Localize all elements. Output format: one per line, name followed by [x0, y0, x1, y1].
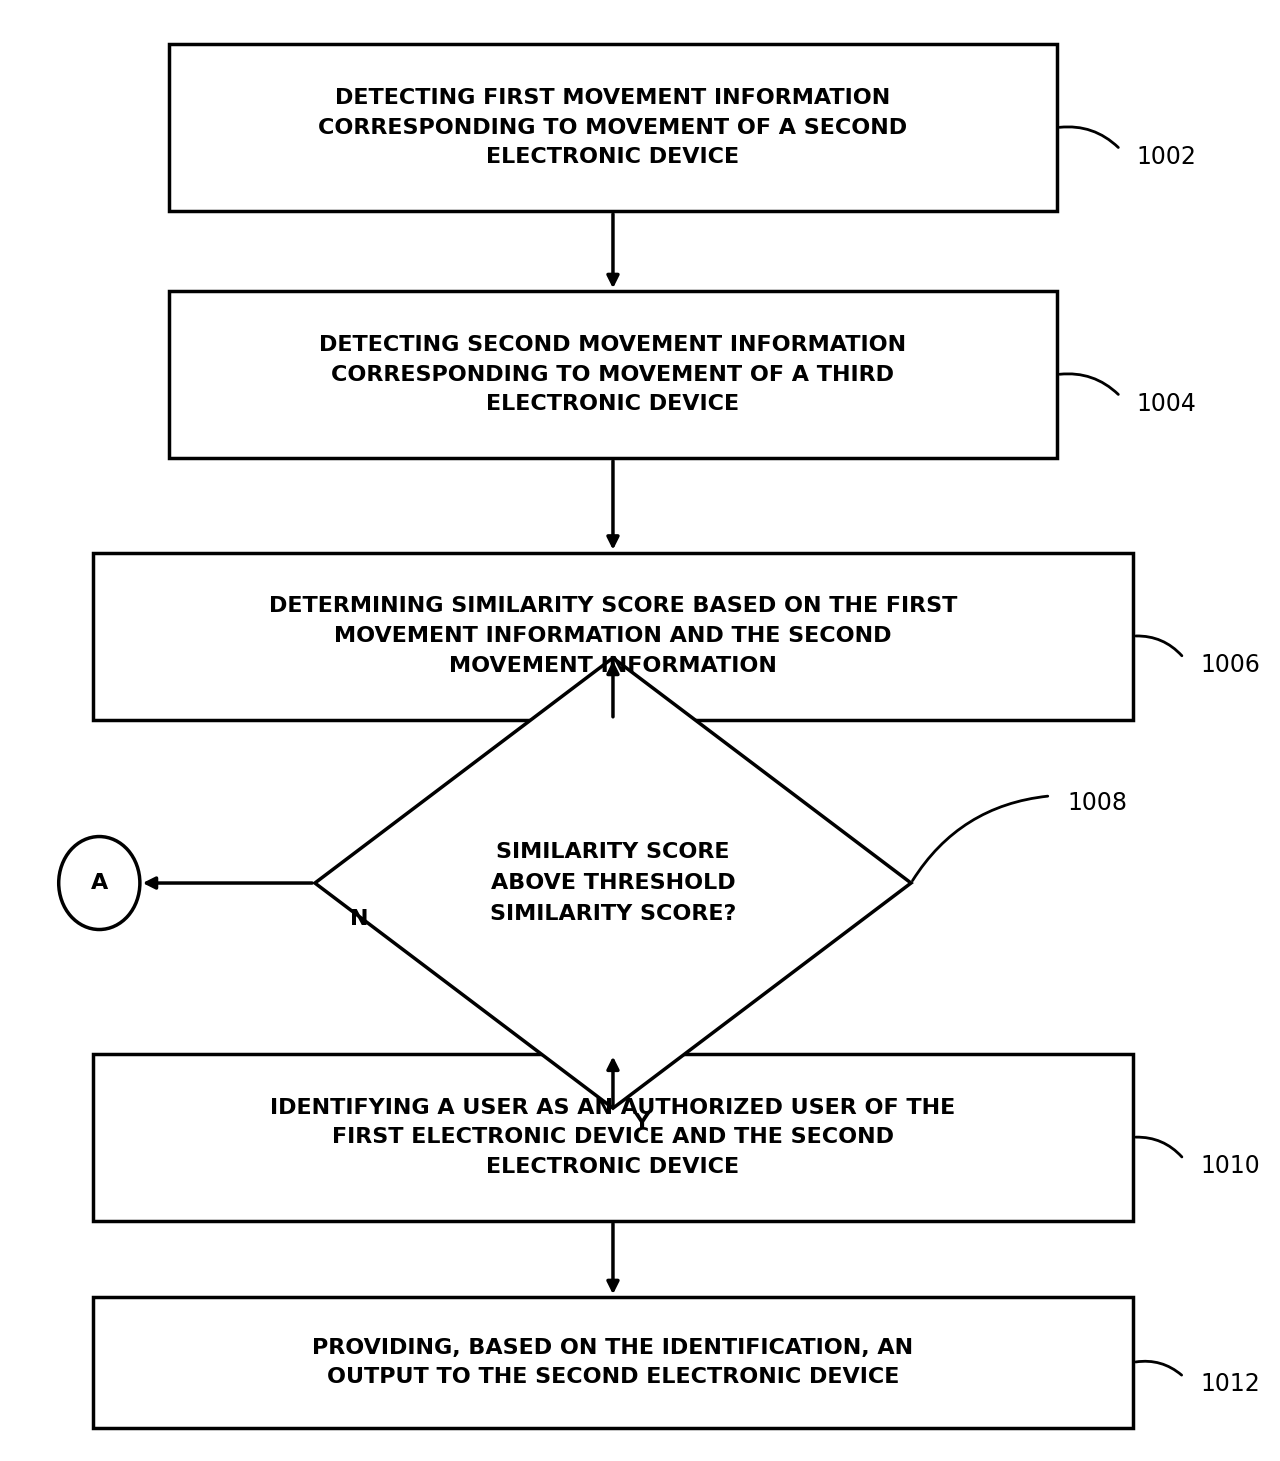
Text: 1012: 1012 — [1201, 1372, 1260, 1397]
Text: IDENTIFYING A USER AS AN AUTHORIZED USER OF THE
FIRST ELECTRONIC DEVICE AND THE : IDENTIFYING A USER AS AN AUTHORIZED USER… — [270, 1097, 956, 1178]
Text: SIMILARITY SCORE
ABOVE THRESHOLD
SIMILARITY SCORE?: SIMILARITY SCORE ABOVE THRESHOLD SIMILAR… — [490, 842, 736, 925]
FancyBboxPatch shape — [169, 291, 1057, 459]
Text: 1004: 1004 — [1137, 392, 1197, 415]
Text: 1010: 1010 — [1201, 1154, 1260, 1179]
Polygon shape — [315, 657, 911, 1109]
Text: DETECTING FIRST MOVEMENT INFORMATION
CORRESPONDING TO MOVEMENT OF A SECOND
ELECT: DETECTING FIRST MOVEMENT INFORMATION COR… — [319, 88, 908, 167]
Text: DETERMINING SIMILARITY SCORE BASED ON THE FIRST
MOVEMENT INFORMATION AND THE SEC: DETERMINING SIMILARITY SCORE BASED ON TH… — [269, 596, 957, 675]
FancyBboxPatch shape — [93, 1053, 1133, 1221]
Text: A: A — [91, 874, 108, 893]
FancyBboxPatch shape — [93, 1297, 1133, 1427]
Text: 1006: 1006 — [1201, 653, 1260, 676]
FancyBboxPatch shape — [93, 552, 1133, 720]
Circle shape — [59, 837, 140, 929]
Text: N: N — [349, 909, 369, 929]
Text: 1002: 1002 — [1137, 145, 1197, 168]
FancyBboxPatch shape — [169, 44, 1057, 212]
Text: Y: Y — [632, 1113, 649, 1132]
Text: DETECTING SECOND MOVEMENT INFORMATION
CORRESPONDING TO MOVEMENT OF A THIRD
ELECT: DETECTING SECOND MOVEMENT INFORMATION CO… — [320, 335, 906, 415]
Text: 1008: 1008 — [1068, 792, 1126, 815]
Text: PROVIDING, BASED ON THE IDENTIFICATION, AN
OUTPUT TO THE SECOND ELECTRONIC DEVIC: PROVIDING, BASED ON THE IDENTIFICATION, … — [312, 1338, 914, 1386]
